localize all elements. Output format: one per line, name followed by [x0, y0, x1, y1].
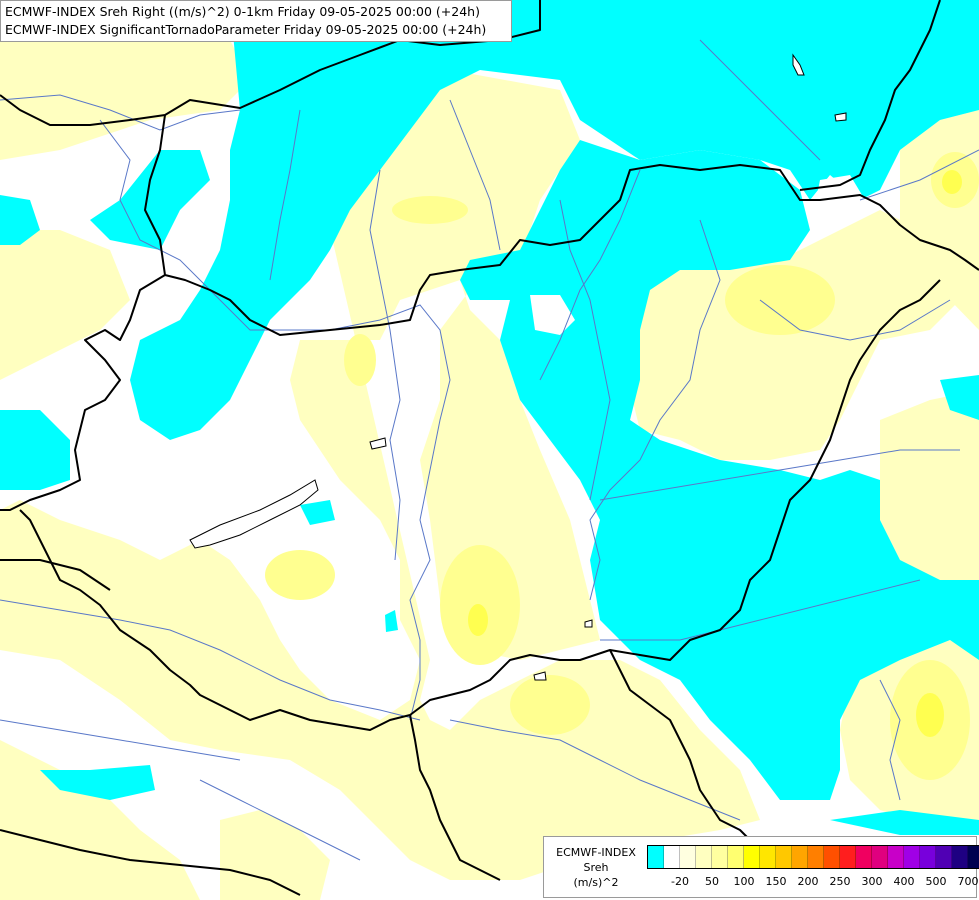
legend-swatch	[712, 846, 728, 868]
cyan-areas	[0, 0, 979, 835]
legend-source: ECMWF-INDEX	[556, 846, 636, 859]
legend-tick-label: 200	[797, 875, 819, 888]
title-stp: ECMWF-INDEX SignificantTornadoParameter …	[5, 22, 487, 37]
legend-swatch	[744, 846, 760, 868]
legend-unit: (m/s)^2	[573, 876, 619, 889]
legend-swatch	[856, 846, 872, 868]
legend-swatch	[648, 846, 664, 868]
legend-ticks: -20 50 100 150 200 250 300 400 500 700	[647, 875, 979, 891]
legend-tick-label: 400	[893, 875, 915, 888]
legend-swatch	[696, 846, 712, 868]
legend-swatch	[792, 846, 808, 868]
map-title-box: ECMWF-INDEX Sreh Right ((m/s)^2) 0-1km F…	[0, 0, 512, 42]
legend-swatch	[936, 846, 952, 868]
legend-title: ECMWF-INDEX Sreh (m/s)^2	[548, 845, 644, 890]
legend-swatch	[664, 846, 680, 868]
legend-swatch	[760, 846, 776, 868]
legend-swatch	[904, 846, 920, 868]
legend-tick-label: 250	[829, 875, 851, 888]
legend-swatch	[872, 846, 888, 868]
legend-swatch	[680, 846, 696, 868]
legend-swatch	[808, 846, 824, 868]
yellow-spots	[265, 152, 979, 780]
legend-tick-label: 100	[733, 875, 755, 888]
legend-tick-label: 50	[705, 875, 719, 888]
legend-parameter: Sreh	[583, 861, 609, 874]
legend-swatch	[776, 846, 792, 868]
legend-tick-label: 700	[957, 875, 979, 888]
color-legend: ECMWF-INDEX Sreh (m/s)^2 -20 50 100 150 200 2…	[543, 836, 979, 898]
legend-tick-label: -20	[671, 875, 689, 888]
legend-tick-label: 500	[925, 875, 947, 888]
legend-swatch	[888, 846, 904, 868]
legend-swatch	[728, 846, 744, 868]
legend-swatch	[824, 846, 840, 868]
title-sreh: ECMWF-INDEX Sreh Right ((m/s)^2) 0-1km F…	[5, 4, 480, 19]
legend-swatch	[952, 846, 968, 868]
legend-swatch	[920, 846, 936, 868]
legend-tick-label: 300	[861, 875, 883, 888]
legend-swatch	[840, 846, 856, 868]
legend-tick-label: 150	[765, 875, 787, 888]
lakes	[189, 53, 847, 681]
legend-swatch	[968, 846, 979, 868]
legend-swatches	[647, 845, 979, 869]
rivers	[0, 39, 979, 861]
